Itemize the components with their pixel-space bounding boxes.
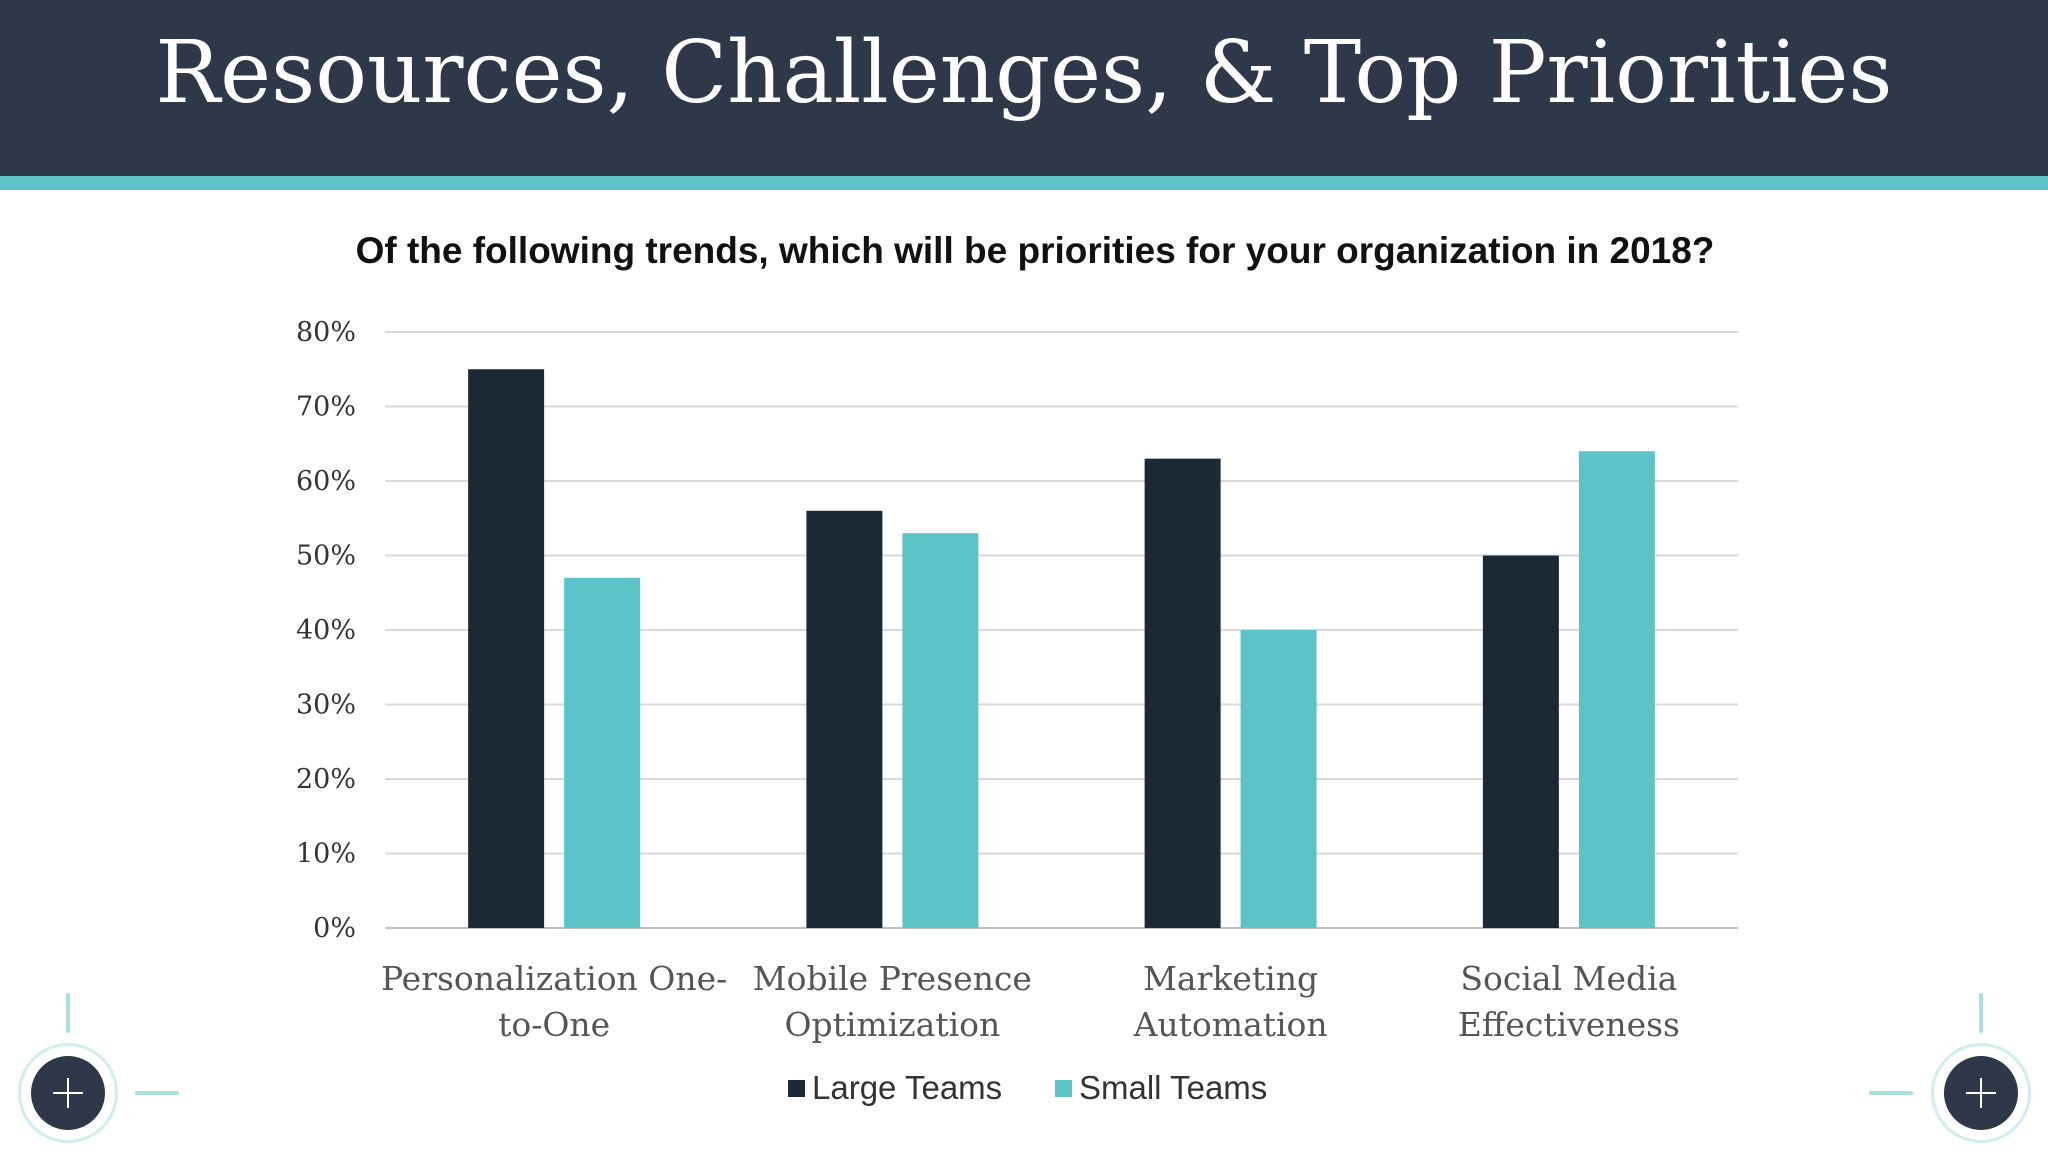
x-category-label: Optimization — [784, 1005, 1000, 1044]
plus-icon[interactable] — [31, 1056, 105, 1130]
y-tick-label: 20% — [296, 764, 356, 795]
x-category-label: Social Media — [1460, 959, 1677, 998]
bars — [468, 369, 1655, 928]
bar-small-teams — [564, 577, 641, 928]
bar-small-teams — [1240, 630, 1317, 928]
x-category-label: Effectiveness — [1458, 1005, 1680, 1044]
chart-title: Of the following trends, which will be p… — [355, 230, 1715, 271]
decor-line-horizontal-right — [1869, 1091, 1913, 1095]
y-tick-label: 80% — [296, 317, 356, 348]
header-bar — [0, 0, 2048, 176]
x-category-label: Mobile Presence — [753, 959, 1032, 998]
legend: Large Teams Small Teams — [788, 1069, 1267, 1106]
bar-large-teams — [468, 369, 545, 928]
legend-swatch — [1055, 1080, 1072, 1097]
bar-small-teams — [902, 533, 979, 928]
decor-line-vertical-right — [1979, 993, 1983, 1033]
x-category-label: Automation — [1133, 1005, 1328, 1044]
legend-swatch — [788, 1080, 805, 1097]
bar-small-teams — [1578, 451, 1655, 928]
y-tick-label: 60% — [296, 466, 356, 497]
bar-large-teams — [806, 510, 883, 928]
decor-line-horizontal-left — [135, 1091, 179, 1095]
bar-large-teams — [1482, 555, 1559, 928]
x-category-label: Marketing — [1143, 959, 1318, 998]
y-tick-label: 50% — [296, 541, 356, 572]
y-tick-label: 70% — [296, 392, 356, 423]
y-tick-label: 40% — [296, 615, 356, 646]
legend-label: Small Teams — [1079, 1069, 1267, 1106]
bar-large-teams — [1144, 458, 1221, 928]
x-axis-categories: Personalization One-to-One Mobile Presenc… — [381, 959, 1680, 1044]
y-tick-label: 10% — [296, 839, 356, 870]
legend-label: Large Teams — [812, 1069, 1002, 1106]
plus-icon[interactable] — [1944, 1056, 2018, 1130]
decor-line-vertical-left — [66, 993, 70, 1033]
slide-title: Resources, Challenges, & Top Priorities — [155, 23, 1893, 123]
y-tick-label: 30% — [296, 690, 356, 721]
y-axis-ticks: 0% 10% 20% 30% 40% 50% 60% 70% 80% — [296, 317, 356, 944]
x-category-label: to-One — [498, 1005, 610, 1044]
header-accent-stripe — [0, 176, 2048, 190]
y-tick-label: 0% — [313, 913, 356, 944]
x-category-label: Personalization One- — [381, 959, 727, 998]
